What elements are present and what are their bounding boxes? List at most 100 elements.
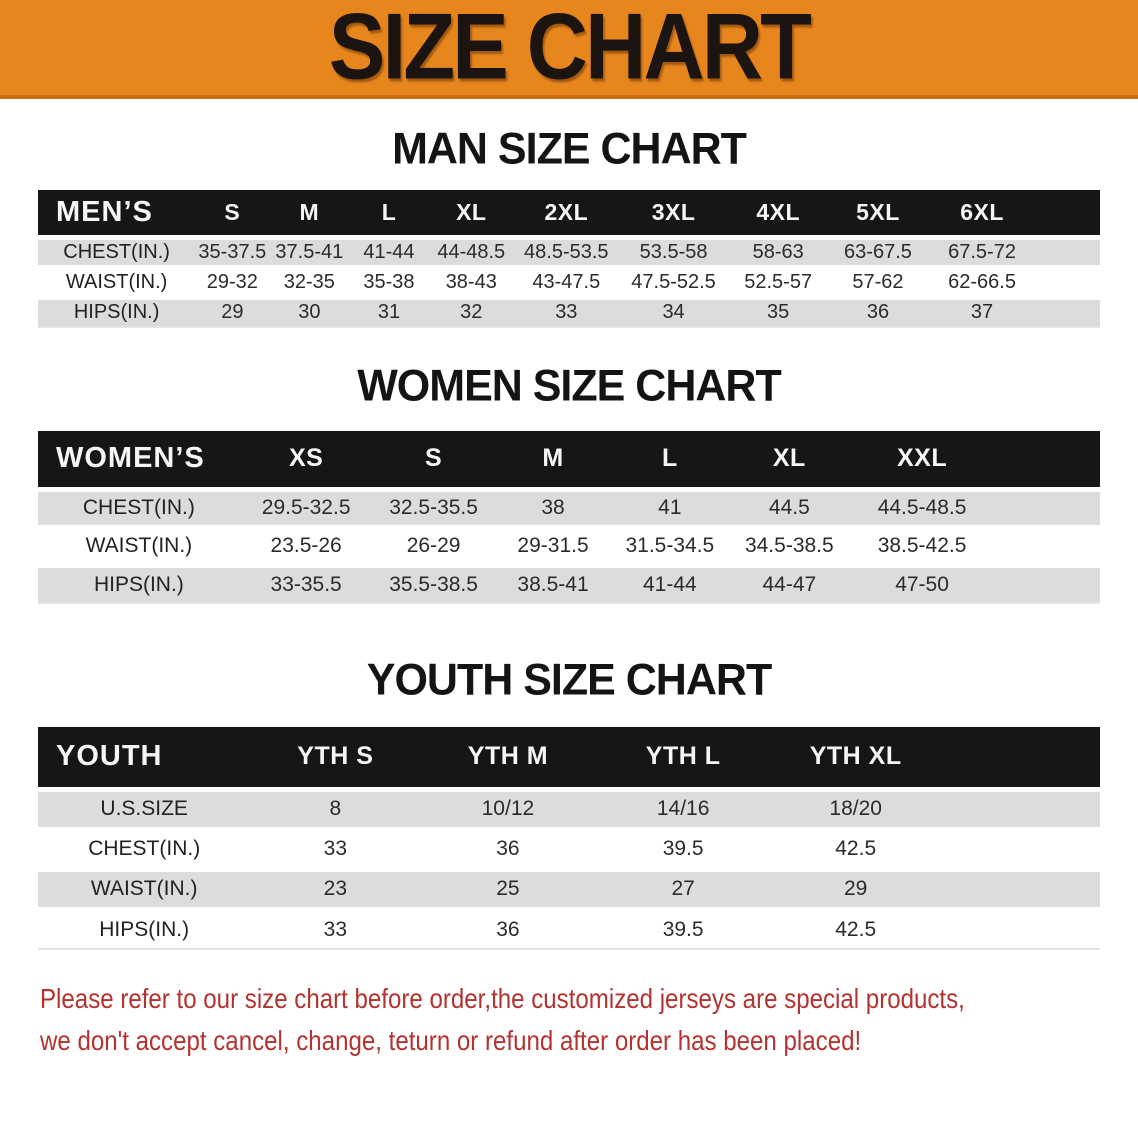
- spacer-cell: [1036, 267, 1100, 297]
- women-size-table: WOMEN’S XS S M L XL XXL CHEST(IN.) 29.5-32.5 32.5…: [38, 431, 1100, 604]
- size-value-cell: 33: [250, 829, 421, 869]
- table-header-row: WOMEN’S XS S M L XL XXL: [38, 431, 1100, 489]
- size-column-header: XS: [239, 431, 373, 489]
- measure-label-cell: CHEST(IN.): [38, 237, 196, 267]
- table-row: HIPS(IN.) 29 30 31 32 33 34 35 36 37: [38, 297, 1100, 327]
- size-value-cell: 43-47.5: [513, 267, 619, 297]
- spacer-cell: [1036, 190, 1100, 237]
- table-title-cell: MEN’S: [38, 190, 196, 237]
- size-column-header: YTH XL: [770, 727, 941, 789]
- table-header-row: MEN’S S M L XL 2XL 3XL 4XL 5XL 6XL: [38, 190, 1100, 237]
- youth-section-heading: YOUTH SIZE CHART: [366, 655, 772, 705]
- size-value-cell: 30: [269, 297, 350, 327]
- table-row: WAIST(IN.) 29-32 32-35 35-38 38-43 43-47.5 47.…: [38, 267, 1100, 297]
- size-column-header: 3XL: [618, 190, 729, 237]
- size-value-cell: 53.5-58: [618, 237, 729, 267]
- size-column-header: XXL: [850, 431, 994, 489]
- size-value-cell: 29-32: [195, 267, 270, 297]
- spacer-cell: [940, 909, 1100, 949]
- size-value-cell: 42.5: [770, 909, 941, 949]
- measure-label-cell: CHEST(IN.): [38, 489, 240, 527]
- size-value-cell: 48.5-53.5: [513, 237, 619, 267]
- size-column-header: XL: [428, 190, 514, 237]
- size-column-header: YTH S: [250, 727, 421, 789]
- size-value-cell: 36: [420, 829, 596, 869]
- spacer-cell: [940, 727, 1100, 789]
- spacer-cell: [940, 869, 1100, 909]
- size-column-header: XL: [728, 431, 851, 489]
- measure-label-cell: WAIST(IN.): [38, 527, 240, 565]
- size-value-cell: 32.5-35.5: [372, 489, 495, 527]
- size-column-header: YTH L: [595, 727, 771, 789]
- youth-size-section: YOUTH SIZE CHART YOUTH YTH S YTH M YTH L YTH…: [0, 655, 1138, 950]
- size-column-header: S: [372, 431, 495, 489]
- measure-label-cell: HIPS(IN.): [38, 909, 251, 949]
- size-column-header: M: [494, 431, 612, 489]
- size-table: MEN’S S M L XL 2XL 3XL 4XL 5XL 6XL CHEST(IN.) 35-37…: [38, 190, 1100, 328]
- men-section-heading: MAN SIZE CHART: [392, 124, 747, 174]
- size-column-header: S: [195, 190, 270, 237]
- size-value-cell: 41: [611, 489, 729, 527]
- size-value-cell: 29.5-32.5: [239, 489, 373, 527]
- size-value-cell: 44-48.5: [428, 237, 514, 267]
- size-value-cell: 18/20: [770, 789, 941, 829]
- size-value-cell: 62-66.5: [927, 267, 1037, 297]
- table-row: CHEST(IN.) 35-37.5 37.5-41 41-44 44-48.5 48.5…: [38, 237, 1100, 267]
- size-column-header: 5XL: [828, 190, 928, 237]
- measure-label-cell: CHEST(IN.): [38, 829, 251, 869]
- size-value-cell: 67.5-72: [927, 237, 1037, 267]
- table-row: WAIST(IN.) 23.5-26 26-29 29-31.5 31.5-34.5 34…: [38, 527, 1100, 565]
- size-value-cell: 35: [728, 297, 829, 327]
- size-table: YOUTH YTH S YTH M YTH L YTH XL U.S.SIZE 8 10/12…: [38, 727, 1100, 950]
- size-chart-banner: SIZE CHART: [0, 0, 1138, 99]
- disclaimer-line-1: Please refer to our size chart before or…: [40, 983, 965, 1014]
- table-row: HIPS(IN.) 33-35.5 35.5-38.5 38.5-41 41-44 44-…: [38, 565, 1100, 603]
- size-value-cell: 39.5: [595, 909, 771, 949]
- size-value-cell: 14/16: [595, 789, 771, 829]
- size-column-header: M: [269, 190, 350, 237]
- size-value-cell: 8: [250, 789, 421, 829]
- size-value-cell: 32: [428, 297, 514, 327]
- spacer-cell: [940, 789, 1100, 829]
- size-value-cell: 33-35.5: [239, 565, 373, 603]
- size-value-cell: 57-62: [828, 267, 928, 297]
- size-value-cell: 33: [513, 297, 619, 327]
- size-value-cell: 41-44: [611, 565, 729, 603]
- size-value-cell: 37.5-41: [269, 237, 350, 267]
- disclaimer: Please refer to our size chart before or…: [40, 978, 984, 1062]
- spacer-cell: [940, 829, 1100, 869]
- spacer-cell: [1036, 297, 1100, 327]
- table-row: HIPS(IN.) 33 36 39.5 42.5: [38, 909, 1100, 949]
- size-value-cell: 35-37.5: [195, 237, 270, 267]
- table-title-cell: YOUTH: [38, 727, 251, 789]
- spacer-cell: [1036, 237, 1100, 267]
- size-value-cell: 35-38: [349, 267, 429, 297]
- banner-title: SIZE CHART: [328, 0, 812, 100]
- size-value-cell: 47-50: [850, 565, 994, 603]
- measure-label-cell: WAIST(IN.): [38, 869, 251, 909]
- spacer-cell: [993, 565, 1100, 603]
- table-row: CHEST(IN.) 33 36 39.5 42.5: [38, 829, 1100, 869]
- men-size-section: MAN SIZE CHART MEN’S S M L XL 2XL 3XL 4XL 5XL 6XL…: [0, 124, 1138, 328]
- size-value-cell: 23: [250, 869, 421, 909]
- size-value-cell: 38-43: [428, 267, 514, 297]
- women-section-heading: WOMEN SIZE CHART: [357, 361, 782, 411]
- spacer-cell: [993, 431, 1100, 489]
- size-value-cell: 31: [349, 297, 429, 327]
- table-title-cell: WOMEN’S: [38, 431, 240, 489]
- size-column-header: L: [611, 431, 729, 489]
- size-value-cell: 44.5: [728, 489, 851, 527]
- size-value-cell: 39.5: [595, 829, 771, 869]
- size-value-cell: 29: [195, 297, 270, 327]
- disclaimer-line-2: we don't accept cancel, change, teturn o…: [40, 1025, 862, 1056]
- size-column-header: 6XL: [927, 190, 1037, 237]
- size-value-cell: 38.5-42.5: [850, 527, 994, 565]
- size-value-cell: 37: [927, 297, 1037, 327]
- size-value-cell: 36: [420, 909, 596, 949]
- size-column-header: L: [349, 190, 429, 237]
- measure-label-cell: HIPS(IN.): [38, 565, 240, 603]
- size-value-cell: 44-47: [728, 565, 851, 603]
- size-value-cell: 36: [828, 297, 928, 327]
- size-value-cell: 26-29: [372, 527, 495, 565]
- size-value-cell: 32-35: [269, 267, 350, 297]
